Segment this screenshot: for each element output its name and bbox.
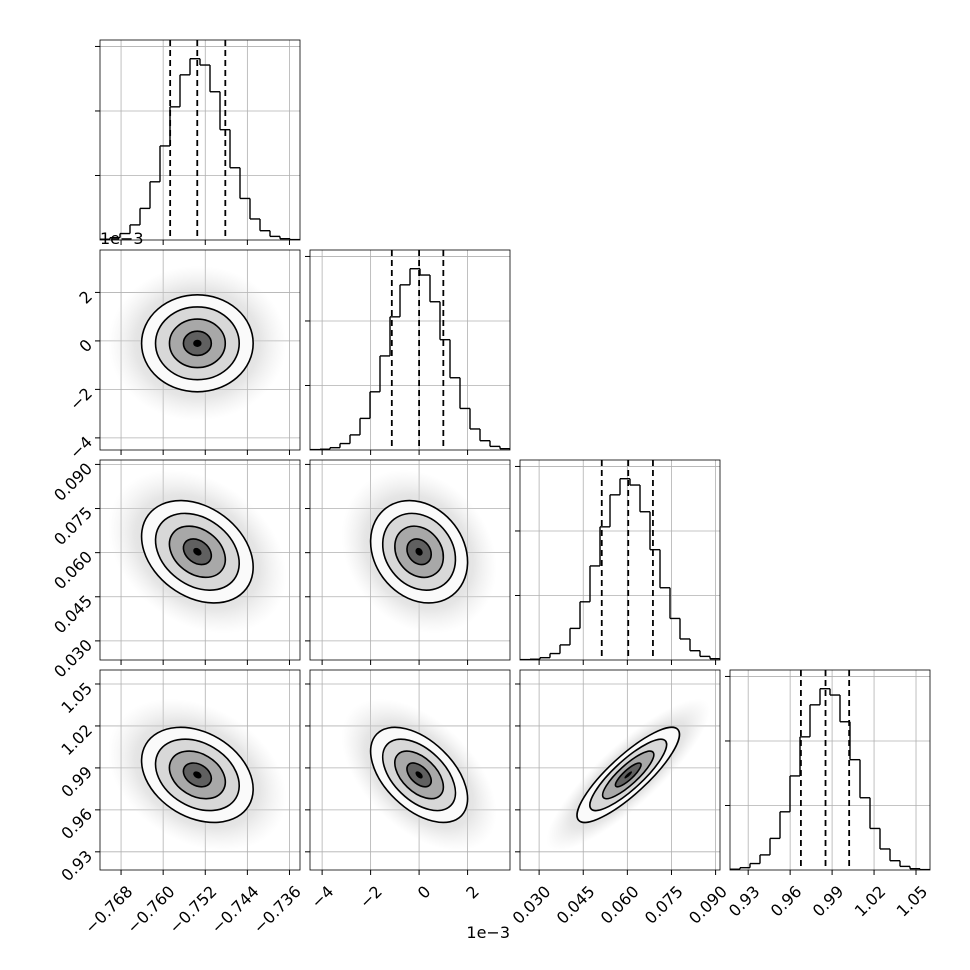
y-tick-label: 0.060 bbox=[50, 547, 96, 593]
y-tick-label: 0.075 bbox=[50, 503, 96, 549]
x-tick-label: 0 bbox=[414, 882, 435, 903]
panel-frame bbox=[99, 249, 301, 451]
x-tick-label: −2 bbox=[356, 882, 386, 912]
y-tick-label: 0 bbox=[75, 335, 96, 356]
panel bbox=[100, 250, 300, 450]
density-peak bbox=[415, 547, 423, 556]
y-tick-label: 0.090 bbox=[50, 459, 96, 505]
panel-frame bbox=[309, 669, 511, 871]
y-tick-label: 0.96 bbox=[57, 804, 96, 843]
x-tick-label: 0.99 bbox=[809, 882, 848, 921]
x-tick-label: −4 bbox=[307, 882, 337, 912]
x-tick-label: −0.736 bbox=[249, 882, 304, 937]
x-tick-label: 2 bbox=[462, 882, 483, 903]
density-peak bbox=[415, 771, 423, 779]
panel-frame bbox=[519, 459, 721, 661]
x-tick-label: 0.96 bbox=[767, 882, 806, 921]
density-peak bbox=[624, 771, 633, 779]
panel bbox=[100, 670, 300, 870]
x-tick-label: 1.02 bbox=[851, 882, 890, 921]
x-tick-label: 0.030 bbox=[509, 882, 555, 928]
y-tick-label: 1.05 bbox=[57, 679, 96, 718]
y-tick-label: 2 bbox=[75, 287, 96, 308]
panel bbox=[520, 460, 720, 660]
panel-frame bbox=[99, 459, 301, 661]
density-peak bbox=[193, 771, 202, 779]
y-tick-label: 0.99 bbox=[57, 762, 96, 801]
panel bbox=[730, 670, 930, 870]
x-offset-label: 1e−3 bbox=[466, 923, 510, 942]
y-tick-label: −4 bbox=[66, 432, 96, 462]
y-tick-label: 1.02 bbox=[57, 721, 96, 760]
y-tick-label: 0.93 bbox=[57, 846, 96, 885]
panel-frame bbox=[309, 459, 511, 661]
panel-frame bbox=[99, 669, 301, 871]
panel bbox=[310, 670, 510, 870]
panel-frame bbox=[729, 669, 931, 871]
y-offset-label: 1e−3 bbox=[100, 229, 144, 248]
panel-frame bbox=[99, 39, 301, 241]
x-tick-label: 0.045 bbox=[553, 882, 599, 928]
x-tick-label: 0.060 bbox=[597, 882, 643, 928]
y-tick-label: 0.045 bbox=[50, 591, 96, 637]
panel bbox=[310, 250, 510, 450]
x-tick-label: 0.075 bbox=[641, 882, 687, 928]
x-tick-label: 1.05 bbox=[893, 882, 932, 921]
panel bbox=[100, 40, 300, 240]
y-tick-label: 0.030 bbox=[50, 635, 96, 681]
panel-frame bbox=[309, 249, 511, 451]
x-tick-label: 0.090 bbox=[685, 882, 731, 928]
panel bbox=[100, 460, 300, 660]
density-peak bbox=[193, 547, 202, 556]
panel bbox=[520, 670, 720, 870]
x-tick-label: 0.93 bbox=[725, 882, 764, 921]
panel bbox=[310, 460, 510, 660]
y-tick-label: −2 bbox=[66, 384, 96, 414]
panel-frame bbox=[519, 669, 721, 871]
density-peak bbox=[193, 339, 202, 347]
